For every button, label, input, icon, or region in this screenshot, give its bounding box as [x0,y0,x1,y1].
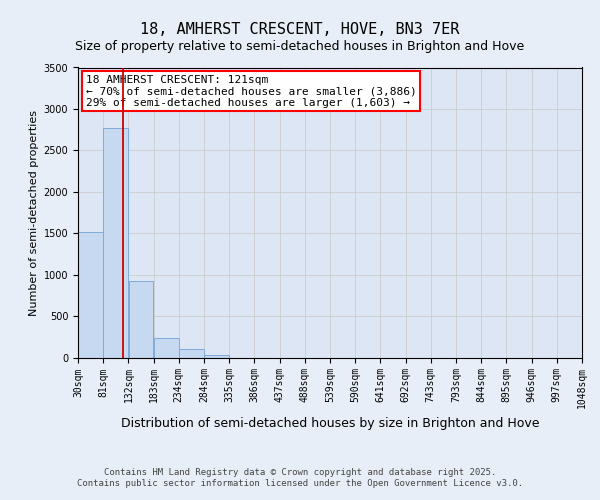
Text: Size of property relative to semi-detached houses in Brighton and Hove: Size of property relative to semi-detach… [76,40,524,53]
Bar [128,282,154,358]
Bar [179,349,204,358]
Y-axis label: Number of semi-detached properties: Number of semi-detached properties [29,110,40,316]
Text: 18, AMHERST CRESCENT, HOVE, BN3 7ER: 18, AMHERST CRESCENT, HOVE, BN3 7ER [140,22,460,38]
X-axis label: Distribution of semi-detached houses by size in Brighton and Hove: Distribution of semi-detached houses by … [121,416,539,430]
Text: 18 AMHERST CRESCENT: 121sqm
← 70% of semi-detached houses are smaller (3,886)
29: 18 AMHERST CRESCENT: 121sqm ← 70% of sem… [86,74,416,108]
Bar [154,338,179,357]
Bar [204,354,229,358]
Bar [103,128,128,358]
Bar [78,232,103,358]
Text: Contains HM Land Registry data © Crown copyright and database right 2025.
Contai: Contains HM Land Registry data © Crown c… [77,468,523,487]
